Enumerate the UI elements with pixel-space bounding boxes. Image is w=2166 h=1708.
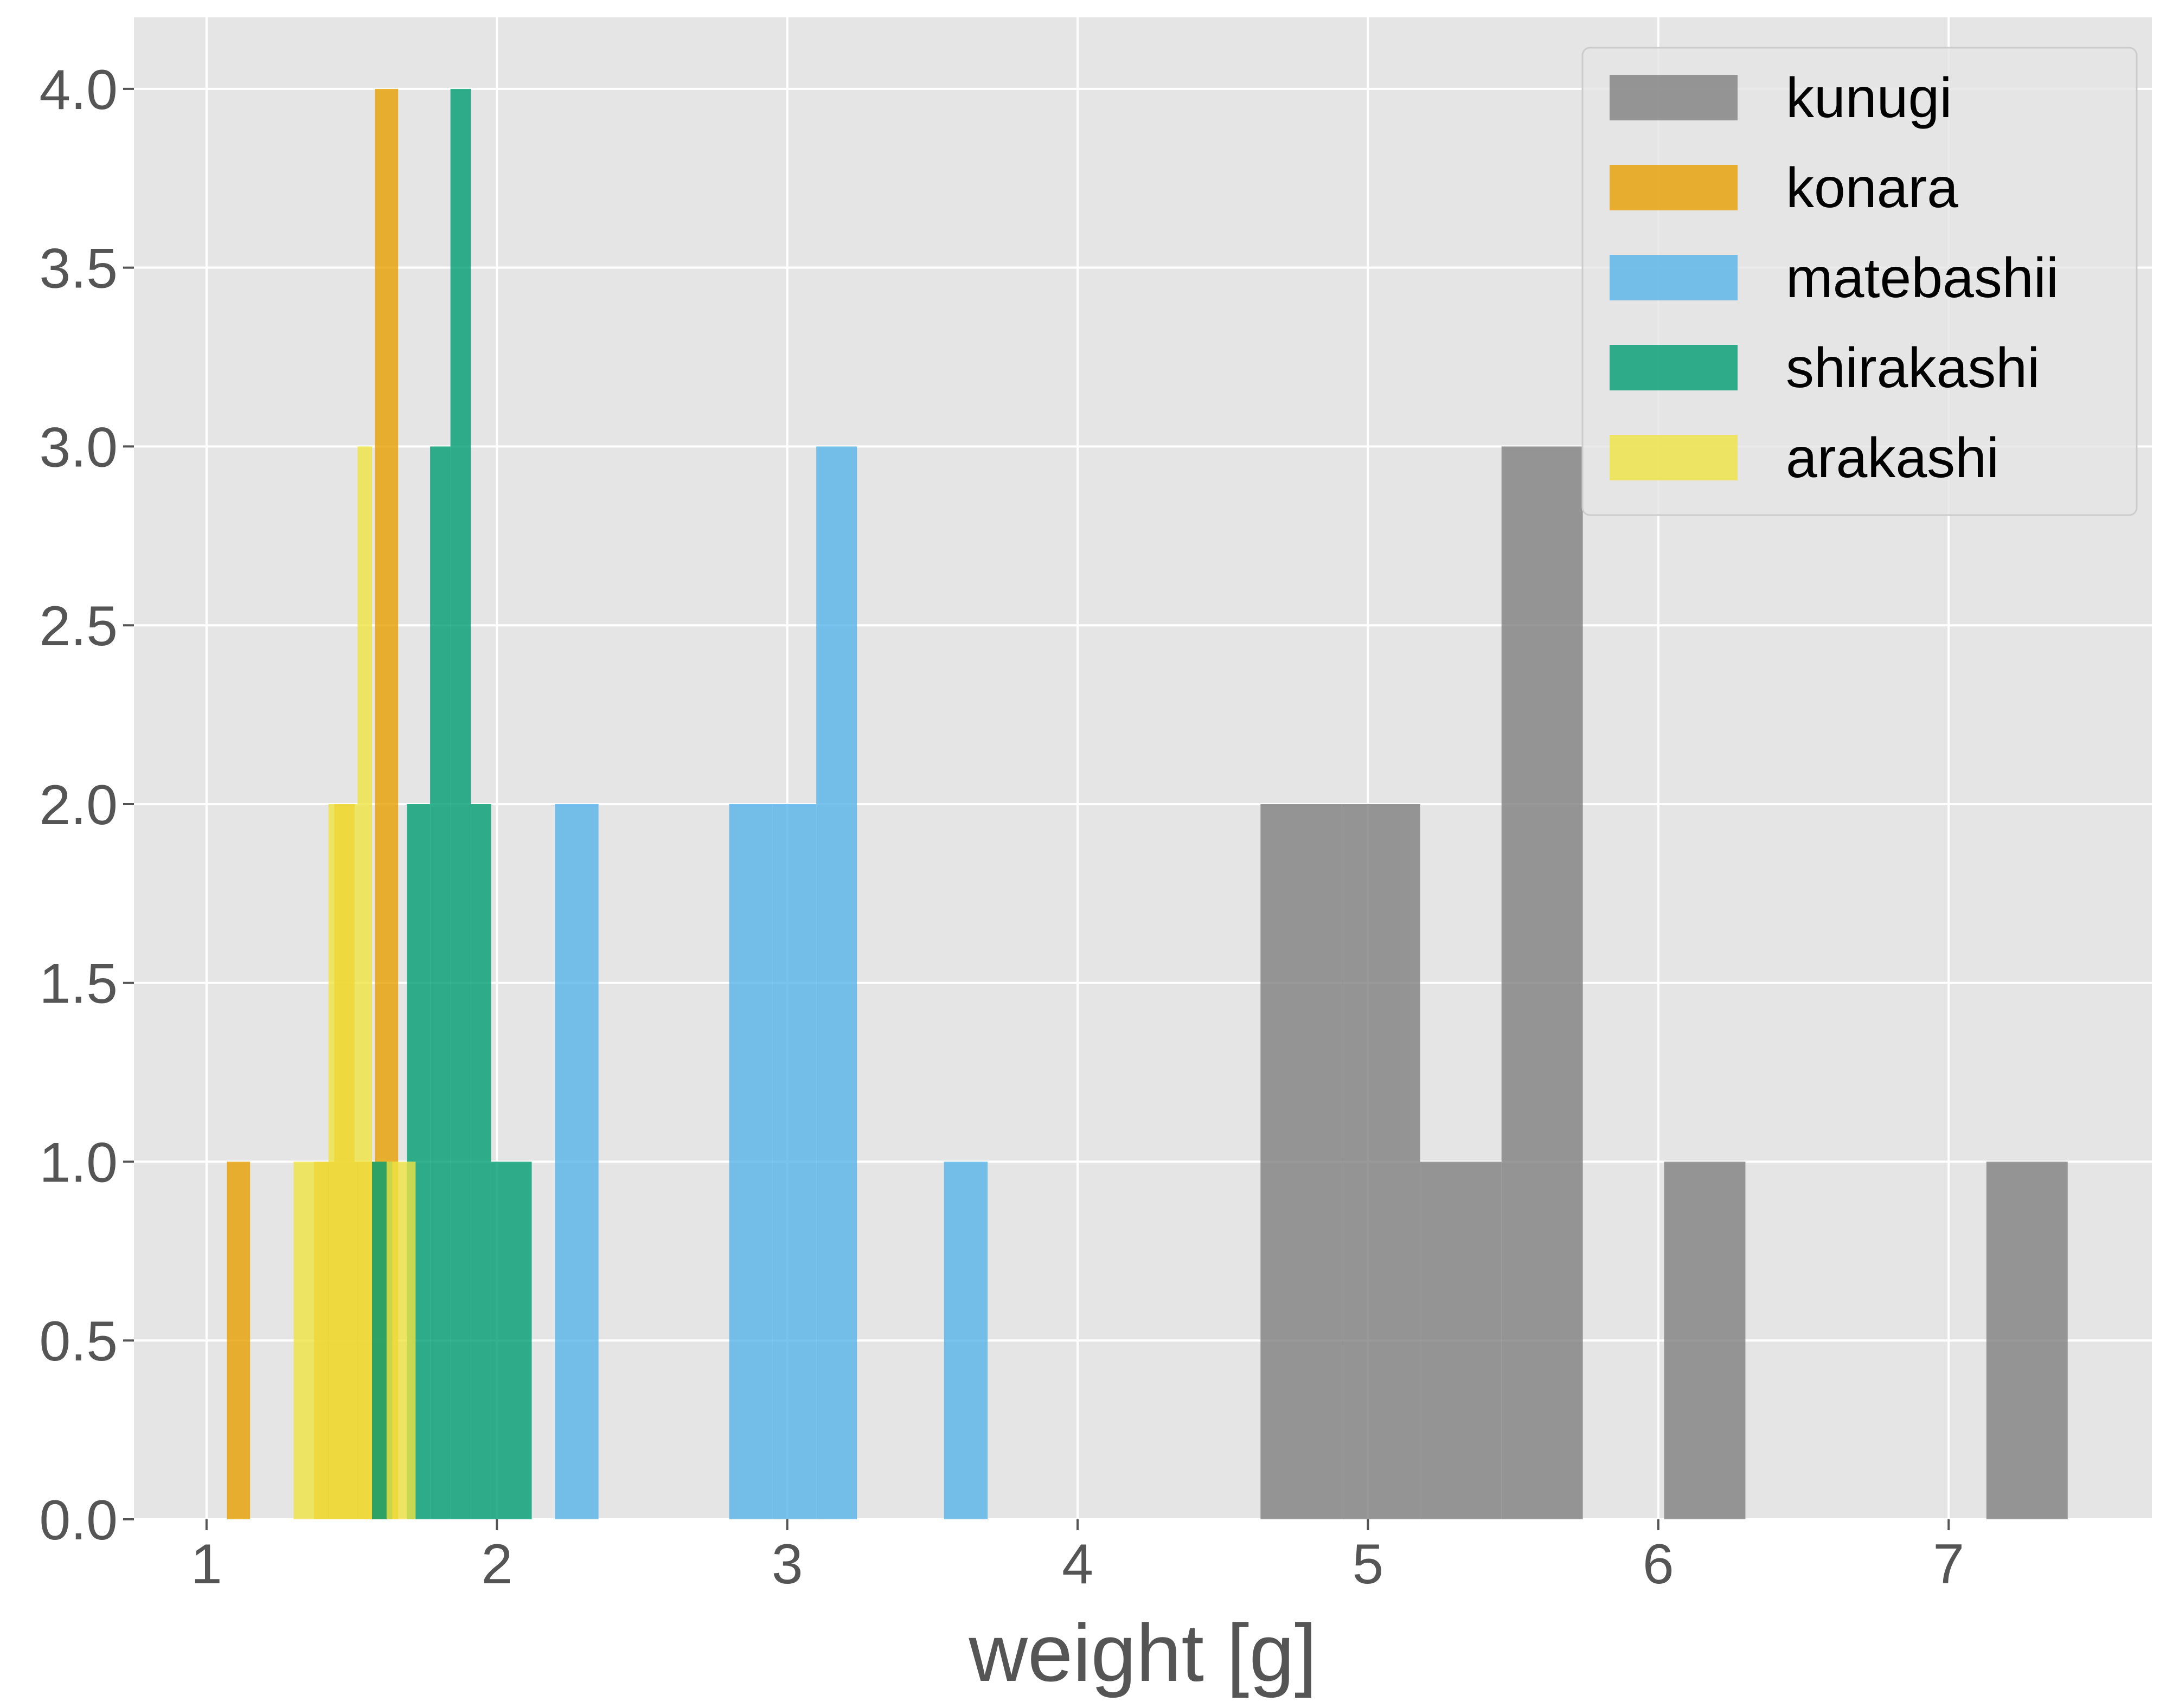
histogram-bar-matebashii: [816, 446, 857, 1519]
legend-label-shirakashi: shirakashi: [1786, 337, 2040, 400]
x-tick-label: 4: [1062, 1533, 1093, 1596]
legend-swatch-shirakashi: [1610, 345, 1738, 390]
y-tick-label: 4.0: [39, 59, 118, 121]
legend-label-konara: konara: [1786, 157, 1958, 220]
y-tick-label: 3.0: [39, 416, 118, 479]
histogram-bar-arakashi: [313, 1161, 329, 1519]
legend-label-kunugi: kunugi: [1786, 67, 1952, 130]
legend-swatch-konara: [1610, 165, 1738, 210]
legend-label-arakashi: arakashi: [1786, 427, 1999, 490]
histogram-bar-arakashi: [357, 446, 373, 1519]
histogram-bar-arakashi: [293, 1161, 314, 1519]
histogram-bar-arakashi: [328, 804, 343, 1519]
histogram-bar-shirakashi: [430, 446, 451, 1519]
legend: kunugi konara matebashii shirakashi arakashi: [1581, 47, 2138, 516]
y-tick-label: 2.0: [39, 774, 118, 837]
y-tick-label: 1.0: [39, 1131, 118, 1194]
histogram-bar-kunugi: [1986, 1161, 2068, 1519]
y-tick-label: 0.0: [39, 1489, 118, 1552]
series-kunugi: [1260, 446, 2068, 1519]
histogram-bars: [227, 88, 2068, 1519]
histogram-bar-shirakashi: [491, 1161, 532, 1519]
x-axis-title: weight [g]: [968, 1607, 1317, 1698]
series-shirakashi: [372, 88, 532, 1519]
legend-swatch-matebashii: [1610, 255, 1738, 300]
histogram-bar-konara: [227, 1161, 251, 1519]
histogram-bar-kunugi: [1501, 446, 1583, 1519]
y-tick-label: 2.5: [39, 595, 118, 658]
histogram-bar-arakashi: [343, 804, 358, 1519]
x-tick-label: 7: [1933, 1533, 1964, 1596]
x-tick-label: 1: [191, 1533, 222, 1596]
legend-swatch-kunugi: [1610, 75, 1738, 120]
x-tick-label: 5: [1353, 1533, 1384, 1596]
histogram-bar-matebashii: [944, 1161, 988, 1519]
histogram-bar-arakashi: [386, 1161, 401, 1519]
x-tick-label: 3: [772, 1533, 803, 1596]
series-arakashi: [293, 446, 416, 1519]
histogram-bar-kunugi: [1664, 1161, 1746, 1519]
histogram-bar-matebashii: [555, 804, 599, 1519]
histogram-bar-shirakashi: [450, 88, 471, 1519]
histogram-bar-kunugi: [1342, 804, 1420, 1519]
histogram-bar-matebashii: [772, 804, 817, 1519]
histogram-bar-shirakashi: [471, 804, 491, 1519]
y-axis-ticks: 0.0 0.5 1.0 1.5 2.0 2.5 3.0 3.5 4.0: [39, 59, 134, 1552]
x-axis-ticks: 1 2 3 4 5 6 7: [191, 1519, 1964, 1596]
legend-label-matebashii: matebashii: [1786, 247, 2059, 310]
series-matebashii: [555, 446, 988, 1519]
legend-box: [1581, 47, 2138, 516]
y-tick-label: 0.5: [39, 1310, 118, 1373]
histogram-bar-kunugi: [1420, 1161, 1502, 1519]
histogram-bar-matebashii: [729, 804, 773, 1519]
y-tick-label: 3.5: [39, 237, 118, 300]
x-tick-label: 2: [481, 1533, 512, 1596]
legend-swatch-arakashi: [1610, 435, 1738, 480]
histogram-bar-arakashi: [401, 1161, 416, 1519]
y-tick-label: 1.5: [39, 953, 118, 1016]
histogram-bar-kunugi: [1260, 804, 1342, 1519]
x-tick-label: 6: [1643, 1533, 1674, 1596]
